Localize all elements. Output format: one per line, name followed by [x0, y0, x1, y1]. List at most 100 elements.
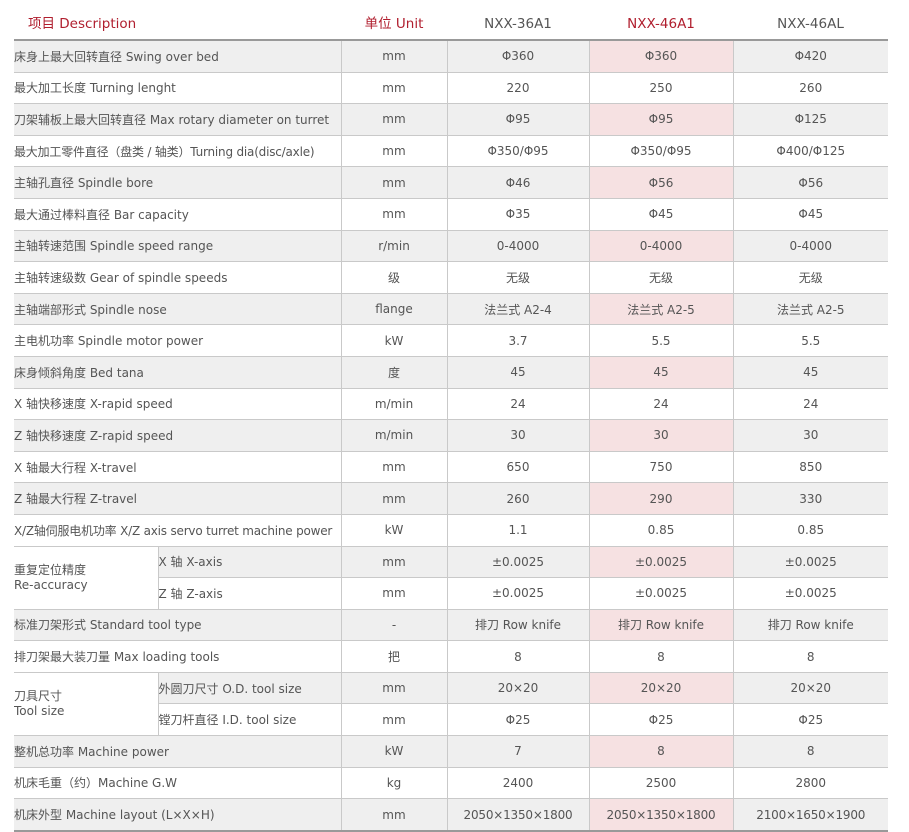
value-nxx-36a1: 无级 — [446, 261, 589, 294]
value-nxx-46a1: 20×20 — [588, 671, 734, 705]
row-label: 主轴孔直径 Spindle bore — [14, 166, 341, 199]
row-label: 排刀架最大装刀量 Max loading tools — [14, 640, 341, 673]
header-model-3: NXX-46AL — [777, 16, 844, 32]
row-unit: m/min — [340, 419, 447, 452]
value-nxx-46al: Φ400/Φ125 — [732, 134, 888, 168]
value-nxx-46a1: Φ360 — [588, 38, 734, 73]
value-nxx-46al: 2800 — [732, 766, 888, 800]
value-nxx-46al: 排刀 Row knife — [732, 608, 888, 642]
table-row: 床身倾斜角度 Bed tana 度 45 45 45 — [14, 355, 888, 389]
row-unit: mm — [340, 103, 447, 136]
value-nxx-46a1: 250 — [588, 71, 734, 105]
sub-row-label: 镗刀杆直径 I.D. tool size — [157, 703, 341, 737]
value-nxx-36a1: Φ46 — [446, 166, 589, 199]
value-nxx-36a1: 45 — [446, 355, 589, 389]
value-nxx-36a1: Φ95 — [446, 103, 589, 136]
table-row: 床身上最大回转直径 Swing over bed mm Φ360 Φ360 Φ4… — [14, 38, 888, 73]
row-label: X 轴快移速度 X-rapid speed — [14, 387, 341, 421]
row-unit: flange — [340, 292, 447, 326]
value-nxx-36a1: 650 — [446, 450, 589, 484]
table-row: Z 轴 Z-axis mm ±0.0025 ±0.0025 ±0.0025 — [14, 577, 888, 610]
row-unit: mm — [340, 134, 447, 168]
value-nxx-46a1: 0.85 — [588, 513, 734, 547]
value-nxx-46a1: ±0.0025 — [588, 577, 734, 610]
row-unit: kW — [340, 735, 447, 768]
row-label: 最大加工长度 Turning lenght — [14, 71, 341, 105]
value-nxx-36a1: 3.7 — [446, 324, 589, 357]
row-unit: kW — [340, 324, 447, 357]
value-nxx-36a1: 260 — [446, 482, 589, 515]
row-unit: mm — [340, 166, 447, 199]
value-nxx-46al: 24 — [732, 387, 888, 421]
value-nxx-46a1: 5.5 — [588, 324, 734, 357]
value-nxx-36a1: 2400 — [446, 766, 589, 800]
value-nxx-46al: Φ420 — [732, 38, 888, 73]
row-label: 最大加工零件直径（盘类 / 轴类）Turning dia(disc/axle) — [14, 134, 341, 168]
table-row: 最大加工零件直径（盘类 / 轴类）Turning dia(disc/axle) … — [14, 134, 888, 168]
value-nxx-36a1: 30 — [446, 419, 589, 452]
value-nxx-36a1: 24 — [446, 387, 589, 421]
value-nxx-46al: 0-4000 — [732, 229, 888, 263]
value-nxx-46a1: Φ45 — [588, 197, 734, 231]
value-nxx-46al: 0.85 — [732, 513, 888, 547]
table-row: 重复定位精度 Re-accuracy X 轴 X-axis mm ±0.0025 … — [14, 545, 888, 610]
row-label: 主轴转速范围 Spindle speed range — [14, 229, 341, 263]
table-row: 最大通过棒料直径 Bar capacity mm Φ35 Φ45 Φ45 — [14, 197, 888, 231]
table-row: 主轴孔直径 Spindle bore mm Φ46 Φ56 Φ56 — [14, 166, 888, 199]
row-unit: mm — [340, 197, 447, 231]
value-nxx-36a1: ±0.0025 — [446, 545, 589, 579]
value-nxx-46al: 330 — [732, 482, 888, 515]
table-row: X 轴快移速度 X-rapid speed m/min 24 24 24 — [14, 387, 888, 421]
row-label: 机床毛重（约）Machine G.W — [14, 766, 341, 800]
value-nxx-46a1: 30 — [588, 419, 734, 452]
value-nxx-46a1: 法兰式 A2-5 — [588, 292, 734, 326]
table-row: X/Z轴伺服电机功率 X/Z axis servo turret machine… — [14, 513, 888, 547]
row-label: 整机总功率 Machine power — [14, 735, 341, 768]
table-row: 主轴端部形式 Spindle nose flange 法兰式 A2-4 法兰式 … — [14, 292, 888, 326]
value-nxx-46a1: 750 — [588, 450, 734, 484]
value-nxx-36a1: 220 — [446, 71, 589, 105]
table-row: 刀架辅板上最大回转直径 Max rotary diameter on turre… — [14, 103, 888, 136]
value-nxx-46a1: Φ56 — [588, 166, 734, 199]
row-label: 最大通过棒料直径 Bar capacity — [14, 197, 341, 231]
value-nxx-36a1: 7 — [446, 735, 589, 768]
value-nxx-46a1: 8 — [588, 640, 734, 673]
group-label-en: Re-accuracy — [14, 577, 88, 592]
row-label: 床身上最大回转直径 Swing over bed — [14, 38, 341, 73]
value-nxx-36a1: 8 — [446, 640, 589, 673]
value-nxx-46a1: 8 — [588, 735, 734, 768]
value-nxx-36a1: 1.1 — [446, 513, 589, 547]
row-unit: mm — [340, 577, 447, 610]
sub-row-label: 外圆刀尺寸 O.D. tool size — [157, 671, 341, 705]
value-nxx-46a1: 2500 — [588, 766, 734, 800]
value-nxx-46a1: 无级 — [588, 261, 734, 294]
value-nxx-46a1: 290 — [588, 482, 734, 515]
row-label: 主电机功率 Spindle motor power — [14, 324, 341, 357]
value-nxx-46a1: 0-4000 — [588, 229, 734, 263]
row-unit: mm — [340, 71, 447, 105]
row-label: X/Z轴伺服电机功率 X/Z axis servo turret machine… — [14, 513, 341, 547]
value-nxx-46al: Φ45 — [732, 197, 888, 231]
value-nxx-46al: Φ25 — [732, 703, 888, 737]
value-nxx-46al: 850 — [732, 450, 888, 484]
header-model-1: NXX-36A1 — [484, 16, 552, 32]
value-nxx-46a1: 45 — [588, 355, 734, 389]
group-label-cn: 重复定位精度 — [14, 562, 87, 577]
value-nxx-46al: 20×20 — [732, 671, 888, 705]
row-label: 机床外型 Machine layout (L×X×H) — [14, 798, 341, 832]
table-row: X 轴最大行程 X-travel mm 650 750 850 — [14, 450, 888, 484]
value-nxx-46al: ±0.0025 — [732, 545, 888, 579]
row-unit: mm — [340, 545, 447, 579]
table-row: 整机总功率 Machine power kW 7 8 8 — [14, 735, 888, 768]
value-nxx-36a1: Φ350/Φ95 — [446, 134, 589, 168]
row-unit: - — [340, 608, 447, 642]
value-nxx-46al: ±0.0025 — [732, 577, 888, 610]
value-nxx-46al: 8 — [732, 735, 888, 768]
group-label-tool-size: 刀具尺寸 Tool size — [14, 671, 158, 737]
row-unit: 级 — [340, 261, 447, 294]
value-nxx-46al: 8 — [732, 640, 888, 673]
row-unit: r/min — [340, 229, 447, 263]
spec-table: 床身上最大回转直径 Swing over bed mm Φ360 Φ360 Φ4… — [14, 38, 888, 832]
value-nxx-46al: Φ125 — [732, 103, 888, 136]
value-nxx-46al: 45 — [732, 355, 888, 389]
